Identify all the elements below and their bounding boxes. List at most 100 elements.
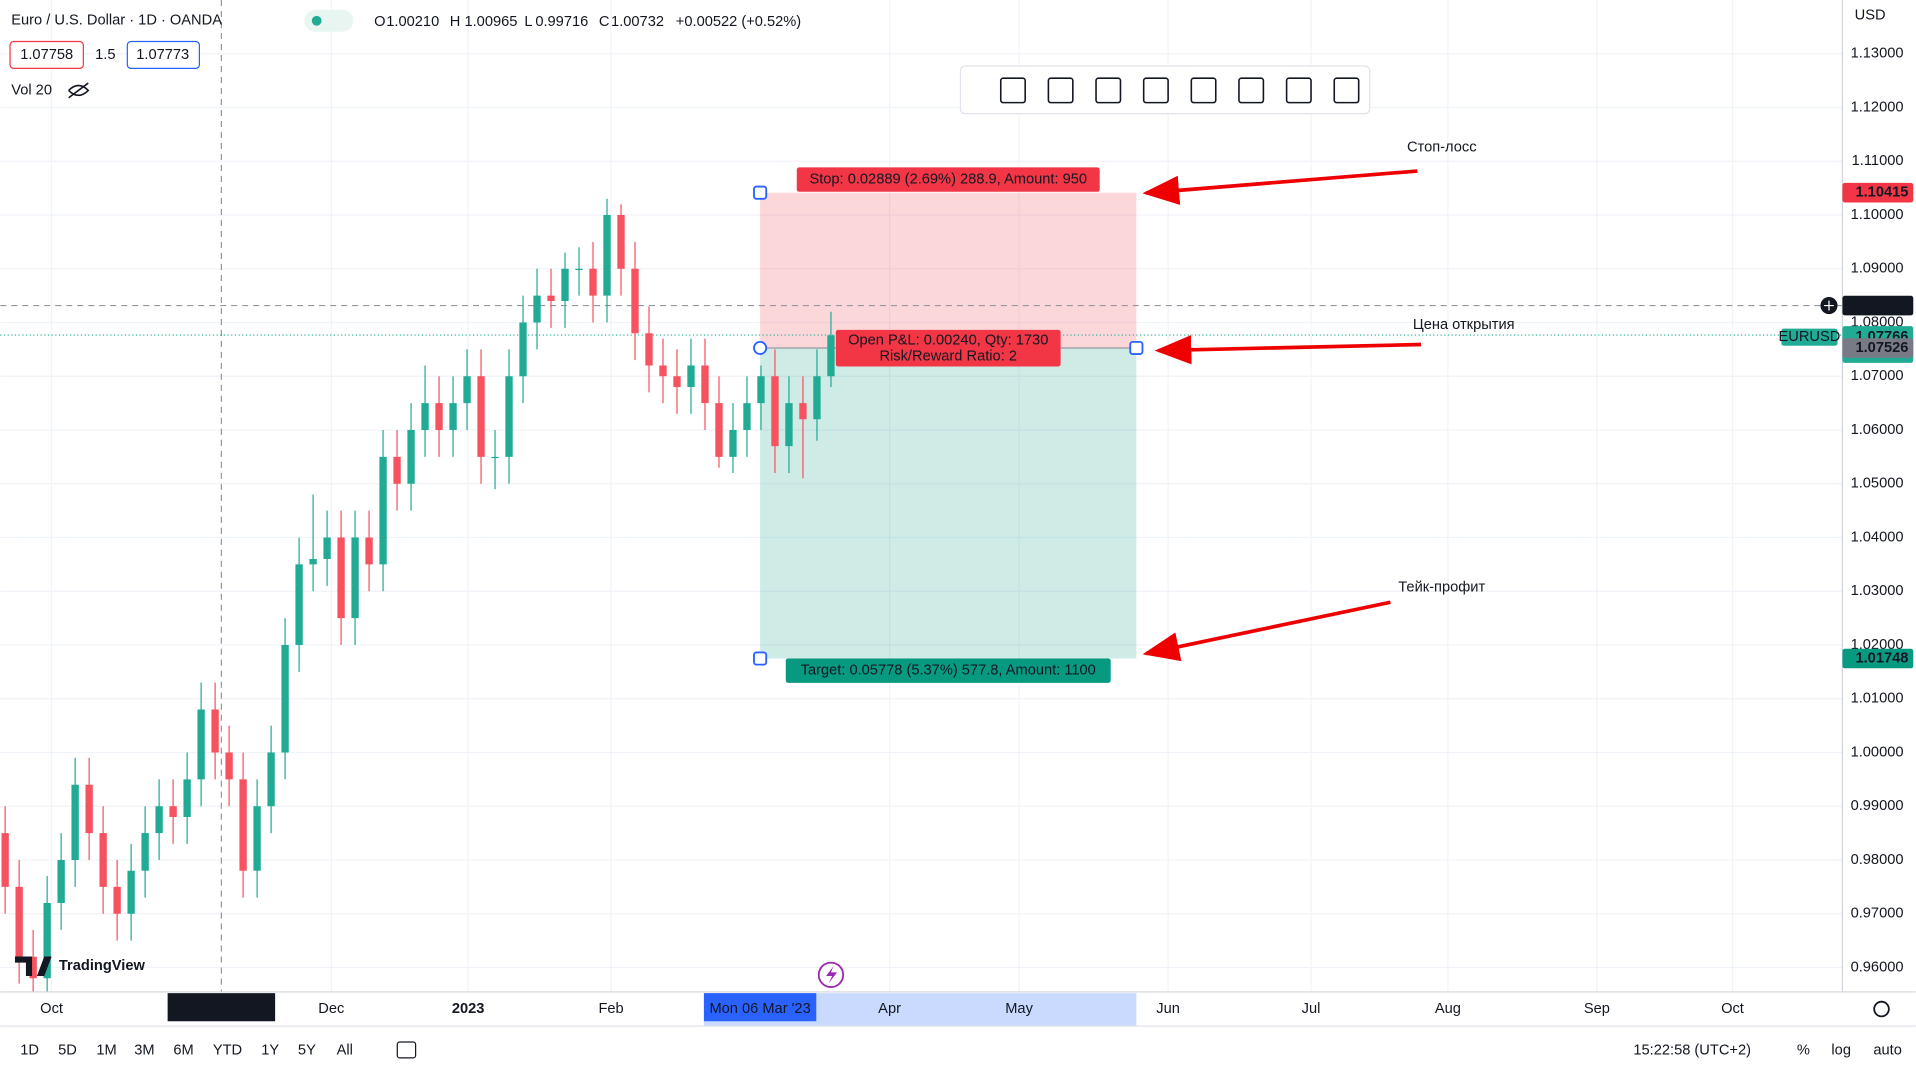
ohlc-key: C <box>599 14 610 30</box>
candle-body <box>575 268 583 270</box>
annotation-arrow <box>1142 169 1418 205</box>
buy-box[interactable] <box>126 40 201 70</box>
candle-body <box>295 564 303 645</box>
candle-body <box>239 779 247 871</box>
open-label-box <box>835 329 1061 367</box>
toolbar-button[interactable] <box>1142 77 1169 104</box>
range-button[interactable]: 5Y <box>298 1042 316 1058</box>
percent-button[interactable]: % <box>1797 1042 1810 1058</box>
y-tick-label: 1.00000 <box>1851 744 1904 760</box>
candle-body <box>701 365 709 404</box>
date-range-icon[interactable] <box>396 1041 417 1059</box>
entry-price-box <box>1842 338 1914 358</box>
toolbar-button[interactable] <box>1095 77 1122 104</box>
target-price: 1.01748 <box>1855 650 1908 666</box>
candle-body <box>603 214 611 296</box>
sell-box[interactable] <box>9 40 84 70</box>
annotation: Стоп-лосс <box>1407 140 1477 156</box>
candle-body <box>435 403 443 430</box>
toolbar-button[interactable] <box>1190 77 1217 104</box>
candle-body <box>673 376 681 387</box>
candle-body <box>533 295 541 323</box>
x-tick-label: Jun <box>1156 1001 1180 1017</box>
handle[interactable] <box>753 340 768 355</box>
candle-body <box>645 333 653 366</box>
candle-body <box>561 268 569 301</box>
symbol-tag-box <box>1781 328 1838 346</box>
y-tick-label: 0.96000 <box>1851 959 1904 975</box>
start-time-box <box>703 993 817 1022</box>
range-button[interactable]: 6M <box>173 1042 193 1058</box>
candle-body <box>113 886 121 914</box>
bottom-bar <box>0 1026 1916 1075</box>
stop-label: Stop: 0.02889 (2.69%) 288.9, Amount: 950 <box>809 171 1087 187</box>
x-tick-label: Oct <box>40 1001 63 1017</box>
toolbar-button[interactable] <box>1285 77 1312 104</box>
y-tick-label: 1.12000 <box>1851 99 1904 115</box>
log-button[interactable]: log <box>1831 1042 1851 1058</box>
annotation-arrow <box>1154 335 1422 365</box>
range-button[interactable]: 5D <box>58 1042 77 1058</box>
hide-icon[interactable] <box>68 82 90 99</box>
auto-button[interactable]: auto <box>1873 1042 1902 1058</box>
target-label-box <box>785 658 1111 683</box>
candle-body <box>463 376 471 404</box>
range-button[interactable]: 3M <box>134 1042 154 1058</box>
candle-body <box>365 537 373 565</box>
ohlc-value: 1.00732 <box>611 14 664 30</box>
candle-body <box>785 403 793 447</box>
candle-body <box>337 537 345 619</box>
y-tick-label: 1.01000 <box>1851 691 1904 707</box>
annotation-arrow <box>1142 600 1391 662</box>
stop-price: 1.10415 <box>1855 185 1908 201</box>
range-button[interactable]: YTD <box>213 1042 242 1058</box>
ratio-label: Risk/Reward Ratio: 2 <box>879 349 1017 365</box>
x-tick-label: 2023 <box>452 1001 485 1017</box>
candle-body <box>29 956 37 979</box>
candle-body <box>323 537 331 559</box>
candle-body <box>449 403 457 430</box>
volume-label: Vol 20 <box>11 82 52 98</box>
logo-mark <box>14 956 52 977</box>
y-tick-label: 0.99000 <box>1851 798 1904 814</box>
candle-body <box>631 268 639 334</box>
x-tick-label: Apr <box>878 1001 901 1017</box>
ohlc-value: 1.00965 <box>464 14 517 30</box>
annotation: Тейк-профит <box>1398 579 1485 595</box>
toolbar-button[interactable] <box>1238 77 1265 104</box>
entry-price: 1.07526 <box>1855 340 1908 356</box>
candle-body <box>715 403 723 457</box>
candle-body <box>799 403 807 420</box>
toolbar-button[interactable] <box>999 77 1026 104</box>
handle[interactable] <box>753 185 768 200</box>
candle-body <box>225 752 233 780</box>
range-button[interactable]: 1D <box>20 1042 39 1058</box>
range-button[interactable]: 1M <box>96 1042 116 1058</box>
toolbar-button[interactable] <box>1047 77 1074 104</box>
toolbar-button[interactable] <box>1333 77 1360 104</box>
settings-icon[interactable] <box>1873 1000 1890 1018</box>
range-button[interactable]: 1Y <box>261 1042 279 1058</box>
candle-body <box>351 537 359 619</box>
x-tick-label: Sep <box>1584 1001 1610 1017</box>
sell-price: 1.07758 <box>20 47 73 63</box>
candle-body <box>281 644 289 753</box>
handle[interactable] <box>1129 340 1144 355</box>
event-bolt <box>826 966 838 984</box>
plus-icon <box>1824 300 1834 311</box>
drawing-toolbar <box>959 65 1371 115</box>
y-tick-label: 0.97000 <box>1851 906 1904 922</box>
y-tick-label: 1.04000 <box>1851 529 1904 545</box>
range-button[interactable]: All <box>337 1042 353 1058</box>
symbol-title: Euro / U.S. Dollar · 1D · OANDA <box>11 13 222 29</box>
x-tick-label: Feb <box>598 1001 623 1017</box>
ohlc-value: 0.99716 <box>535 14 588 30</box>
stop-zone <box>760 192 1137 348</box>
clock[interactable]: 15:22:58 (UTC+2) <box>1633 1042 1751 1058</box>
candle-body <box>771 376 779 447</box>
candle-body <box>155 806 163 834</box>
target-price-box <box>1842 648 1914 669</box>
price-axis <box>1842 0 1916 992</box>
candle-body <box>519 322 527 377</box>
handle[interactable] <box>753 651 768 666</box>
